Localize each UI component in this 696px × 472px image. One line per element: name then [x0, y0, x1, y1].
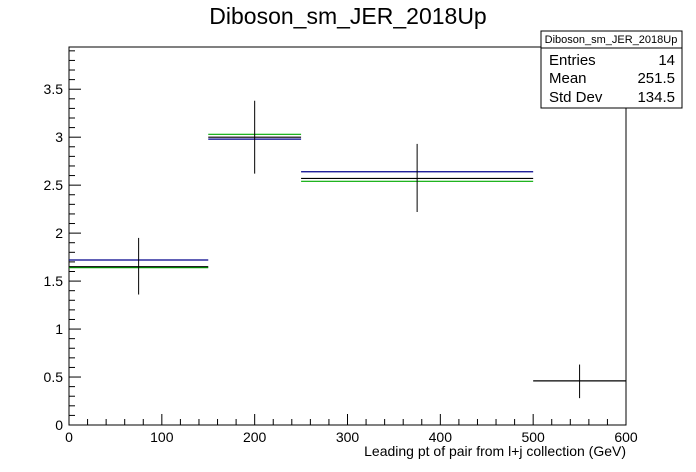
y-tick-label: 2	[55, 225, 63, 241]
x-tick-label: 400	[429, 429, 453, 445]
x-tick-label: 300	[336, 429, 360, 445]
stats-mean-value: 251.5	[637, 70, 675, 87]
stats-box-title: Diboson_sm_JER_2018Up	[545, 34, 678, 46]
stats-box: Diboson_sm_JER_2018Up Entries 14 Mean 25…	[540, 30, 683, 109]
stats-stddev-value: 134.5	[637, 89, 675, 106]
y-tick-label: 1	[55, 321, 63, 337]
x-tick-label: 200	[243, 429, 267, 445]
error-bars	[138, 100, 581, 399]
stats-entries-label: Entries	[549, 52, 596, 69]
y-tick-label: 0	[55, 417, 63, 433]
y-tick-label: 2.5	[44, 177, 64, 193]
x-tick-label: 0	[65, 429, 73, 445]
y-tick-label: 3.5	[44, 81, 64, 97]
y-axis: 0 0.5 1 1.5 2 2.5 3 3.5	[44, 50, 81, 433]
x-axis-title: Leading pt of pair from l+j collection (…	[364, 443, 626, 459]
y-tick-label: 1.5	[44, 273, 64, 289]
stats-stddev-label: Std Dev	[549, 89, 603, 106]
x-tick-label: 500	[521, 429, 545, 445]
x-axis: 0 100 200 300 400 500 600	[65, 414, 638, 445]
x-tick-label: 600	[614, 429, 638, 445]
stats-mean-label: Mean	[549, 70, 587, 87]
stats-box-frame	[540, 30, 683, 109]
stats-entries-value: 14	[658, 52, 675, 69]
histogram-series	[69, 133, 626, 382]
x-tick-label: 100	[150, 429, 174, 445]
y-tick-label: 3	[55, 129, 63, 145]
chart-title: Diboson_sm_JER_2018Up	[209, 3, 486, 29]
y-tick-label: 0.5	[44, 369, 64, 385]
